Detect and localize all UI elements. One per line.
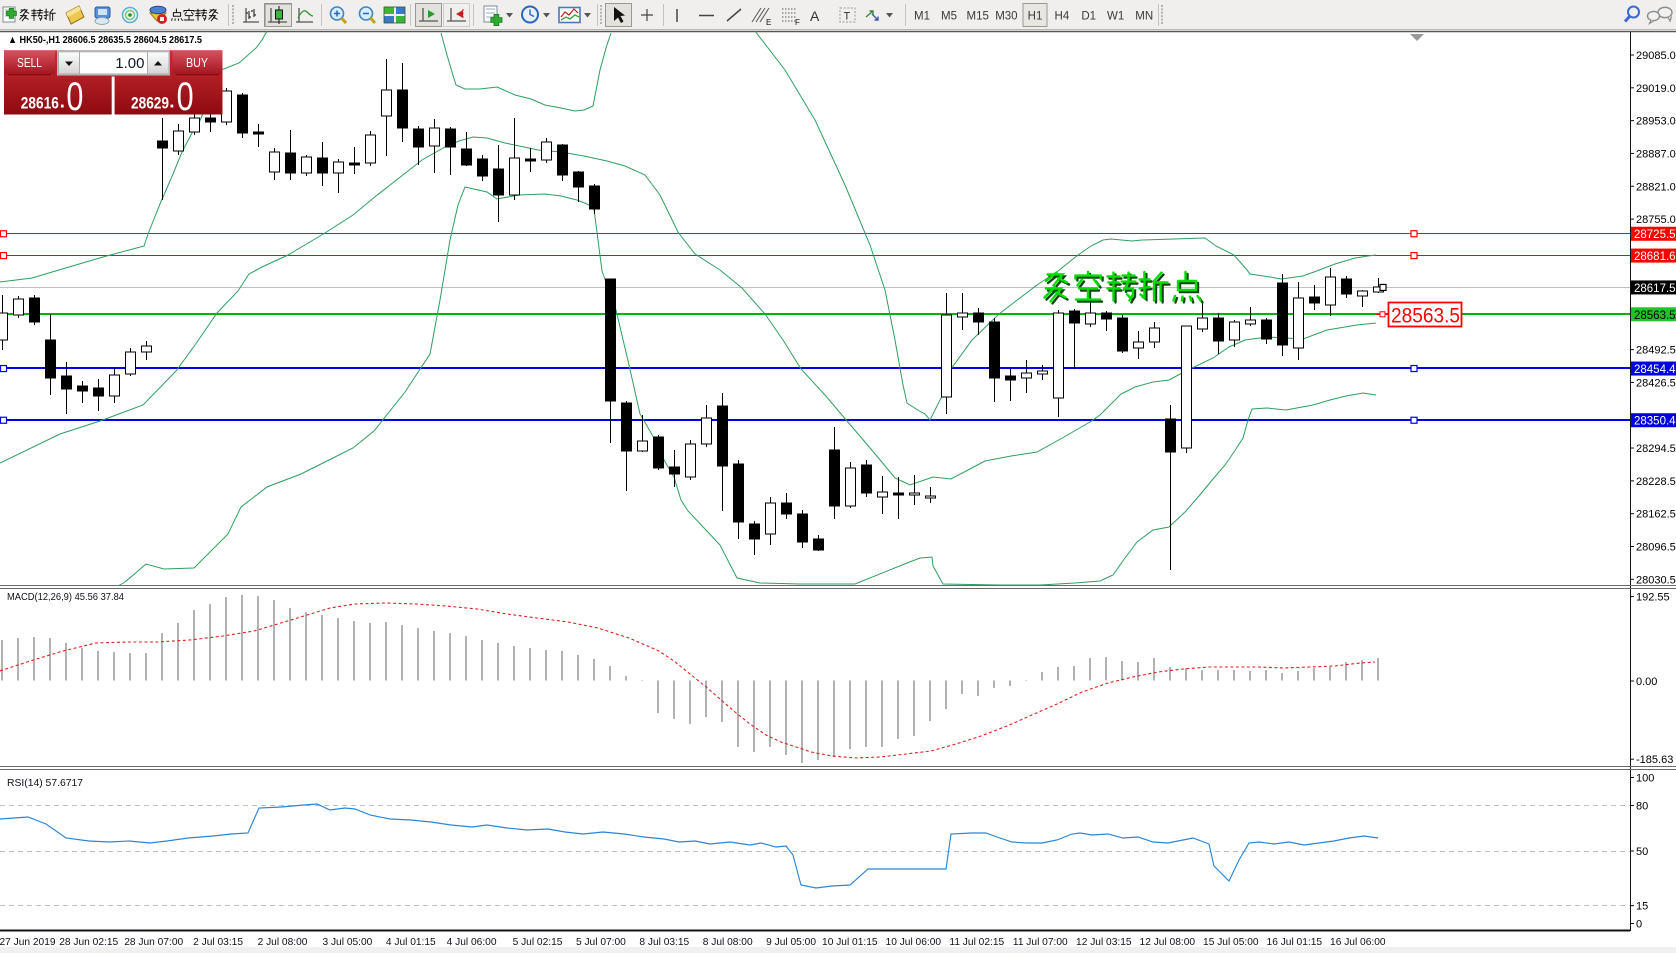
svg-text:28629: 28629 bbox=[131, 95, 169, 113]
svg-text:11 Jul 02:15: 11 Jul 02:15 bbox=[949, 937, 1004, 948]
svg-text:10 Jul 06:00: 10 Jul 06:00 bbox=[886, 937, 942, 948]
svg-text:28887.0: 28887.0 bbox=[1636, 148, 1676, 160]
svg-text:28228.5: 28228.5 bbox=[1636, 476, 1676, 488]
svg-text:0: 0 bbox=[1636, 919, 1642, 931]
svg-text:28492.5: 28492.5 bbox=[1636, 345, 1676, 357]
svg-text:9 Jul 05:00: 9 Jul 05:00 bbox=[766, 937, 816, 948]
svg-text:12 Jul 03:15: 12 Jul 03:15 bbox=[1076, 937, 1132, 948]
svg-text:15 Jul 05:00: 15 Jul 05:00 bbox=[1203, 937, 1259, 948]
svg-text:0.00: 0.00 bbox=[1636, 676, 1657, 688]
svg-text:28616: 28616 bbox=[21, 95, 59, 113]
svg-text:16 Jul 06:00: 16 Jul 06:00 bbox=[1330, 937, 1386, 948]
svg-text:E: E bbox=[766, 18, 771, 27]
svg-text:28030.5: 28030.5 bbox=[1636, 574, 1676, 586]
svg-text:A: A bbox=[810, 8, 820, 24]
svg-text:28755.0: 28755.0 bbox=[1636, 214, 1676, 226]
svg-text:4 Jul 06:00: 4 Jul 06:00 bbox=[447, 937, 497, 948]
svg-text:0: 0 bbox=[177, 75, 194, 119]
svg-text:M30: M30 bbox=[995, 11, 1017, 23]
svg-text:SELL: SELL bbox=[17, 55, 42, 70]
svg-text:11 Jul 07:00: 11 Jul 07:00 bbox=[1013, 937, 1068, 948]
svg-text:28426.5: 28426.5 bbox=[1636, 377, 1676, 389]
svg-text:28 Jun 02:15: 28 Jun 02:15 bbox=[59, 937, 118, 948]
svg-text:MACD(12,26,9) 45.56 37.84: MACD(12,26,9) 45.56 37.84 bbox=[7, 592, 124, 603]
svg-text:28681.6: 28681.6 bbox=[1634, 251, 1676, 263]
svg-text:F: F bbox=[795, 18, 800, 27]
svg-text:28563.5: 28563.5 bbox=[1391, 304, 1460, 328]
svg-text:8 Jul 08:00: 8 Jul 08:00 bbox=[703, 937, 753, 948]
svg-text:192.55: 192.55 bbox=[1636, 592, 1670, 604]
svg-text:28617.5: 28617.5 bbox=[1634, 283, 1676, 295]
svg-text:29019.0: 29019.0 bbox=[1636, 83, 1676, 95]
svg-text:27 Jun 2019: 27 Jun 2019 bbox=[0, 937, 56, 948]
svg-text:28454.4: 28454.4 bbox=[1634, 364, 1676, 376]
svg-text:3 Jul 05:00: 3 Jul 05:00 bbox=[322, 937, 372, 948]
svg-text:28563.5: 28563.5 bbox=[1634, 310, 1676, 322]
svg-text:BUY: BUY bbox=[186, 55, 208, 70]
svg-text:W1: W1 bbox=[1107, 11, 1124, 23]
svg-text:▲ HK50-,H1 28606.5 28635.5 28: ▲ HK50-,H1 28606.5 28635.5 28604.5 28617… bbox=[8, 34, 202, 46]
svg-text:50: 50 bbox=[1636, 846, 1648, 858]
svg-text:28953.0: 28953.0 bbox=[1636, 116, 1676, 128]
svg-text:.: . bbox=[60, 92, 65, 113]
svg-text:28821.0: 28821.0 bbox=[1636, 181, 1676, 193]
svg-text:28294.5: 28294.5 bbox=[1636, 443, 1676, 455]
svg-text:2 Jul 03:15: 2 Jul 03:15 bbox=[193, 937, 243, 948]
svg-text:100: 100 bbox=[1636, 773, 1654, 785]
svg-text:5 Jul 07:00: 5 Jul 07:00 bbox=[576, 937, 626, 948]
svg-text:2 Jul 08:00: 2 Jul 08:00 bbox=[258, 937, 308, 948]
svg-text:M5: M5 bbox=[941, 11, 957, 23]
svg-text:1.00: 1.00 bbox=[115, 55, 144, 72]
svg-text:28096.5: 28096.5 bbox=[1636, 541, 1676, 553]
svg-text:16 Jul 01:15: 16 Jul 01:15 bbox=[1267, 937, 1323, 948]
svg-text:10 Jul 01:15: 10 Jul 01:15 bbox=[822, 937, 878, 948]
svg-text:28 Jun 07:00: 28 Jun 07:00 bbox=[124, 937, 183, 948]
svg-text:4 Jul 01:15: 4 Jul 01:15 bbox=[386, 937, 436, 948]
svg-text:28725.5: 28725.5 bbox=[1634, 229, 1676, 241]
svg-text:M15: M15 bbox=[967, 11, 989, 23]
svg-text:12 Jul 08:00: 12 Jul 08:00 bbox=[1140, 937, 1196, 948]
svg-text:T: T bbox=[844, 11, 851, 23]
svg-text:80: 80 bbox=[1636, 801, 1648, 813]
svg-text:MN: MN bbox=[1135, 11, 1153, 23]
svg-text:28350.4: 28350.4 bbox=[1634, 416, 1676, 428]
svg-text:28162.5: 28162.5 bbox=[1636, 509, 1676, 521]
svg-text:D1: D1 bbox=[1081, 11, 1096, 23]
svg-text:RSI(14) 57.6717: RSI(14) 57.6717 bbox=[7, 778, 83, 789]
svg-text:H1: H1 bbox=[1028, 11, 1043, 23]
svg-text:-185.63: -185.63 bbox=[1636, 754, 1673, 766]
svg-text:.: . bbox=[169, 92, 174, 113]
svg-text:M1: M1 bbox=[914, 11, 930, 23]
svg-text:29085.0: 29085.0 bbox=[1636, 50, 1676, 62]
svg-text:15: 15 bbox=[1636, 901, 1648, 913]
svg-text:8 Jul 03:15: 8 Jul 03:15 bbox=[639, 937, 689, 948]
svg-text:5 Jul 02:15: 5 Jul 02:15 bbox=[513, 937, 563, 948]
svg-text:H4: H4 bbox=[1055, 11, 1070, 23]
svg-text:0: 0 bbox=[66, 75, 83, 119]
